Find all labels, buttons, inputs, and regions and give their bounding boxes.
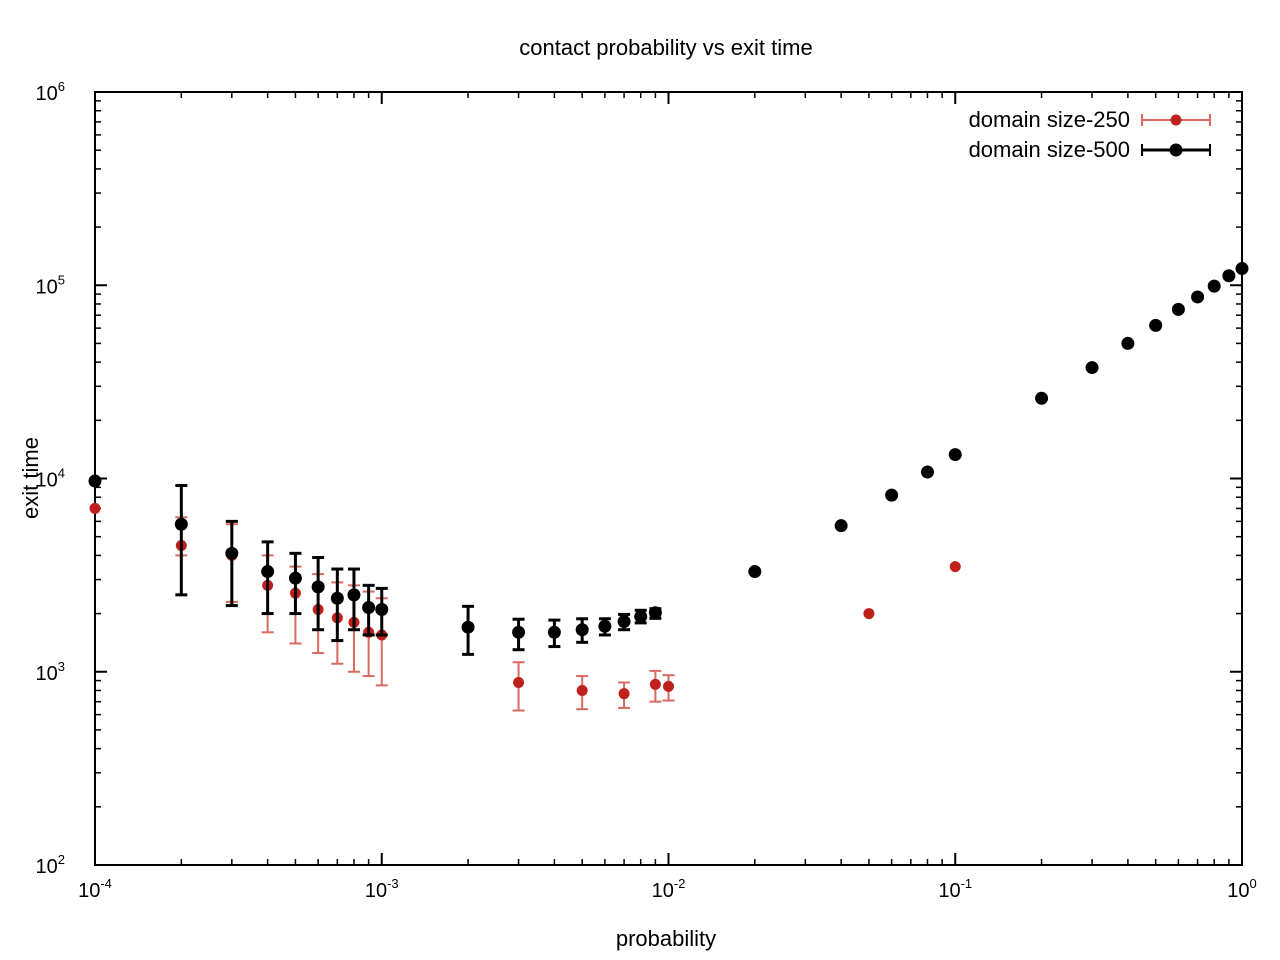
data-point <box>648 606 662 620</box>
data-point <box>949 561 961 573</box>
y-tick-label: 102 <box>36 852 65 878</box>
x-tick-label-exponent: 0 <box>1250 876 1257 891</box>
data-point <box>375 602 389 616</box>
plot-frame <box>94 91 1243 866</box>
x-tick-label-base: 10 <box>652 880 674 902</box>
data-point <box>225 546 239 560</box>
data-layer <box>88 262 1249 712</box>
data-point <box>1222 269 1236 283</box>
legend-label: domain size-500 <box>969 137 1130 162</box>
y-tick-label: 105 <box>36 272 65 298</box>
data-point <box>748 565 762 579</box>
data-point <box>513 676 525 688</box>
data-point <box>834 519 848 533</box>
x-tick-label-exponent: -3 <box>387 876 399 891</box>
data-point <box>1191 290 1205 304</box>
y-tick-label-base: 10 <box>36 276 58 298</box>
data-point <box>618 688 630 700</box>
data-point <box>598 619 612 633</box>
x-tick-label: 10-4 <box>78 876 112 902</box>
data-point <box>1035 391 1049 405</box>
y-tick-label: 106 <box>36 79 65 105</box>
data-point <box>634 610 648 624</box>
y-tick-label-exponent: 3 <box>58 659 65 674</box>
y-tick-label-base: 10 <box>36 663 58 685</box>
x-tick-label-base: 10 <box>365 880 387 902</box>
y-tick-label-exponent: 5 <box>58 272 65 287</box>
data-point <box>330 591 344 605</box>
y-tick-label-base: 10 <box>36 856 58 878</box>
x-tick-label-exponent: -2 <box>674 876 686 891</box>
data-point <box>1085 361 1099 375</box>
data-point <box>885 488 899 502</box>
y-axis-title: exit time <box>18 437 43 519</box>
series-domain-size-500 <box>88 262 1249 656</box>
y-tick-label-base: 10 <box>36 470 58 492</box>
data-point <box>362 601 376 615</box>
data-point <box>261 565 275 579</box>
data-point <box>576 684 588 696</box>
data-point <box>1171 302 1185 316</box>
x-tick-label: 10-3 <box>365 876 399 902</box>
data-point <box>1121 336 1135 350</box>
data-point <box>512 625 526 639</box>
y-tick-label-base: 10 <box>36 83 58 105</box>
data-point <box>649 678 661 690</box>
x-axis-title: probability <box>616 926 716 951</box>
data-point <box>863 608 875 620</box>
x-tick-label: 10-1 <box>938 876 972 902</box>
y-tick-label-exponent: 2 <box>58 852 65 867</box>
y-tick-label-exponent: 6 <box>58 79 65 94</box>
data-point <box>347 588 361 602</box>
chart-title: contact probability vs exit time <box>519 35 812 60</box>
data-point <box>1235 262 1249 276</box>
data-point <box>920 465 934 479</box>
data-point <box>88 474 102 488</box>
legend: domain size-250 domain size-500 <box>969 107 1211 162</box>
x-tick-label-exponent: -4 <box>100 876 112 891</box>
x-tick-label-base: 10 <box>78 880 100 902</box>
x-tick-label-exponent: -1 <box>961 876 973 891</box>
data-point <box>948 448 962 462</box>
series-domain-size-250 <box>89 502 961 712</box>
data-point <box>547 625 561 639</box>
y-tick-label-exponent: 4 <box>58 466 65 481</box>
legend-marker <box>1169 143 1183 157</box>
data-point <box>174 517 188 531</box>
data-point <box>663 680 674 692</box>
data-point <box>311 580 325 594</box>
legend-marker <box>1170 114 1182 126</box>
y-tick-label: 103 <box>36 659 65 685</box>
legend-label: domain size-250 <box>969 107 1130 132</box>
data-point <box>288 571 302 585</box>
data-point <box>1207 279 1221 293</box>
data-point <box>1149 318 1163 332</box>
x-tick-label-base: 10 <box>938 880 960 902</box>
data-point <box>617 614 631 628</box>
x-tick-label: 100 <box>1227 876 1256 902</box>
x-tick-label-base: 10 <box>1227 880 1249 902</box>
data-point <box>575 623 589 637</box>
data-point <box>461 620 475 634</box>
x-tick-label: 10-2 <box>652 876 686 902</box>
data-point <box>89 502 101 514</box>
y-tick-label: 104 <box>36 466 65 492</box>
